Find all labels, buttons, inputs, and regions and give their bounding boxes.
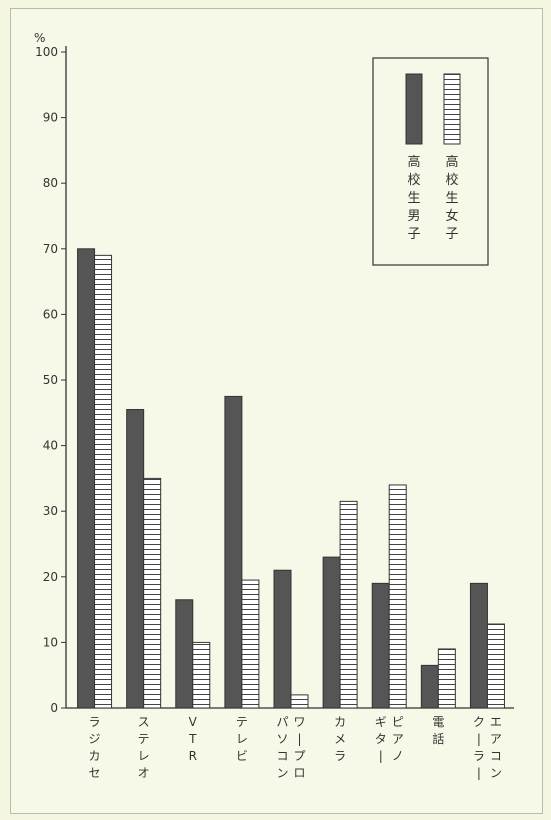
- category-label: カメラ: [334, 715, 346, 763]
- bar-female-4: [290, 694, 309, 709]
- y-tick-label: 90: [43, 111, 58, 125]
- legend-swatch: [405, 73, 423, 145]
- bar-male-7: [420, 664, 439, 709]
- bar-female-0: [94, 254, 113, 709]
- bar-female-8: [486, 623, 505, 709]
- bar-female-1: [143, 477, 162, 709]
- bar-male-5: [322, 556, 341, 709]
- legend: 高校生男子 高校生女子: [372, 57, 489, 266]
- bar-male-1: [126, 409, 145, 709]
- y-tick-label: 20: [43, 570, 58, 584]
- y-tick-label: 60: [43, 307, 58, 321]
- y-tick-label: 100: [35, 45, 58, 59]
- category-label: 電話: [432, 715, 444, 746]
- bars: [77, 248, 505, 709]
- category-label: テレビ: [236, 715, 248, 763]
- category-label: ステレオ: [138, 715, 150, 780]
- category-label: エアコン: [490, 715, 502, 780]
- y-tick-label: 40: [43, 439, 58, 453]
- y-axis-label: %: [34, 31, 45, 45]
- bar-male-4: [273, 569, 292, 709]
- legend-swatch: [443, 73, 461, 145]
- y-tick-label: 80: [43, 176, 58, 190]
- legend-box: [372, 57, 489, 266]
- bar-male-6: [371, 582, 390, 709]
- bar-female-3: [241, 579, 260, 709]
- bar-female-6: [388, 484, 407, 709]
- bar-male-0: [77, 248, 96, 709]
- legend-label: 高校生男子: [407, 154, 420, 242]
- bar-female-2: [192, 641, 211, 709]
- y-tick-label: 0: [50, 701, 58, 715]
- category-label: ピアノ: [392, 715, 404, 763]
- y-tick-label: 10: [43, 635, 58, 649]
- bar-male-3: [224, 395, 243, 709]
- bar-female-5: [339, 500, 358, 709]
- bar-female-7: [437, 648, 456, 709]
- y-tick-label: 30: [43, 504, 58, 518]
- bar-male-2: [175, 599, 194, 709]
- category-label: ワ|プロ: [293, 715, 305, 780]
- y-tick-label: 50: [43, 373, 58, 387]
- category-label: パソコン: [276, 715, 288, 780]
- category-label: ラジカセ: [89, 715, 101, 780]
- y-tick-label: 70: [43, 242, 58, 256]
- legend-label: 高校生女子: [445, 154, 458, 242]
- category-label: ク|ラ|: [473, 715, 485, 780]
- bar-male-8: [469, 582, 488, 709]
- category-label: ギタ|: [375, 715, 387, 763]
